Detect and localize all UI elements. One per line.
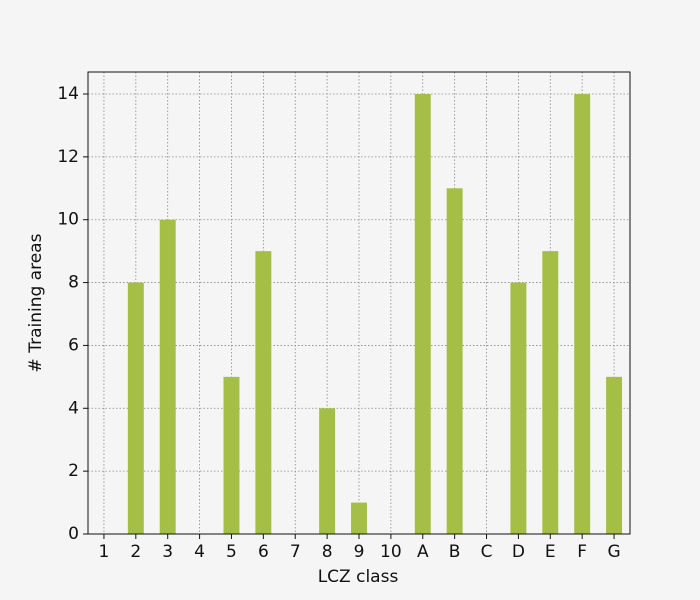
bar (159, 219, 176, 534)
bar (606, 376, 623, 534)
x-tick-label: 7 (290, 542, 301, 562)
bar (446, 188, 463, 535)
bar (223, 376, 240, 534)
x-tick-label: 2 (130, 542, 141, 562)
x-tick-label: 4 (194, 542, 205, 562)
bar (127, 282, 144, 534)
x-tick-label: 3 (162, 542, 173, 562)
x-tick-label: 10 (380, 542, 402, 562)
x-tick-label: 1 (99, 542, 110, 562)
bar (255, 251, 272, 534)
x-tick-label: C (481, 542, 493, 562)
x-tick-label: 5 (226, 542, 237, 562)
bar (319, 408, 336, 534)
y-tick-label: 12 (57, 147, 79, 167)
y-tick-label: 10 (57, 210, 79, 230)
x-tick-label: 9 (354, 542, 365, 562)
plot-frame (87, 71, 631, 535)
x-tick-label: A (417, 542, 429, 562)
y-tick-label: 6 (68, 335, 79, 355)
bar (574, 94, 591, 534)
y-tick-label: 0 (68, 524, 79, 544)
x-tick-label: 8 (322, 542, 333, 562)
y-axis-label: # Training areas (26, 233, 46, 372)
x-tick-label: B (449, 542, 461, 562)
x-tick-label: E (545, 542, 556, 562)
x-axis-label: LCZ class (318, 567, 399, 587)
y-tick-label: 2 (68, 461, 79, 481)
x-tick-label: 6 (258, 542, 269, 562)
y-tick-label: 14 (57, 84, 79, 104)
bar (510, 282, 527, 534)
bar (351, 502, 367, 534)
y-tick-label: 4 (68, 398, 79, 418)
x-tick-label: F (577, 542, 587, 562)
x-tick-label: D (512, 542, 525, 562)
x-tick-label: G (607, 542, 620, 562)
bar (414, 94, 431, 534)
y-tick-label: 8 (68, 273, 79, 293)
bar (542, 251, 559, 534)
